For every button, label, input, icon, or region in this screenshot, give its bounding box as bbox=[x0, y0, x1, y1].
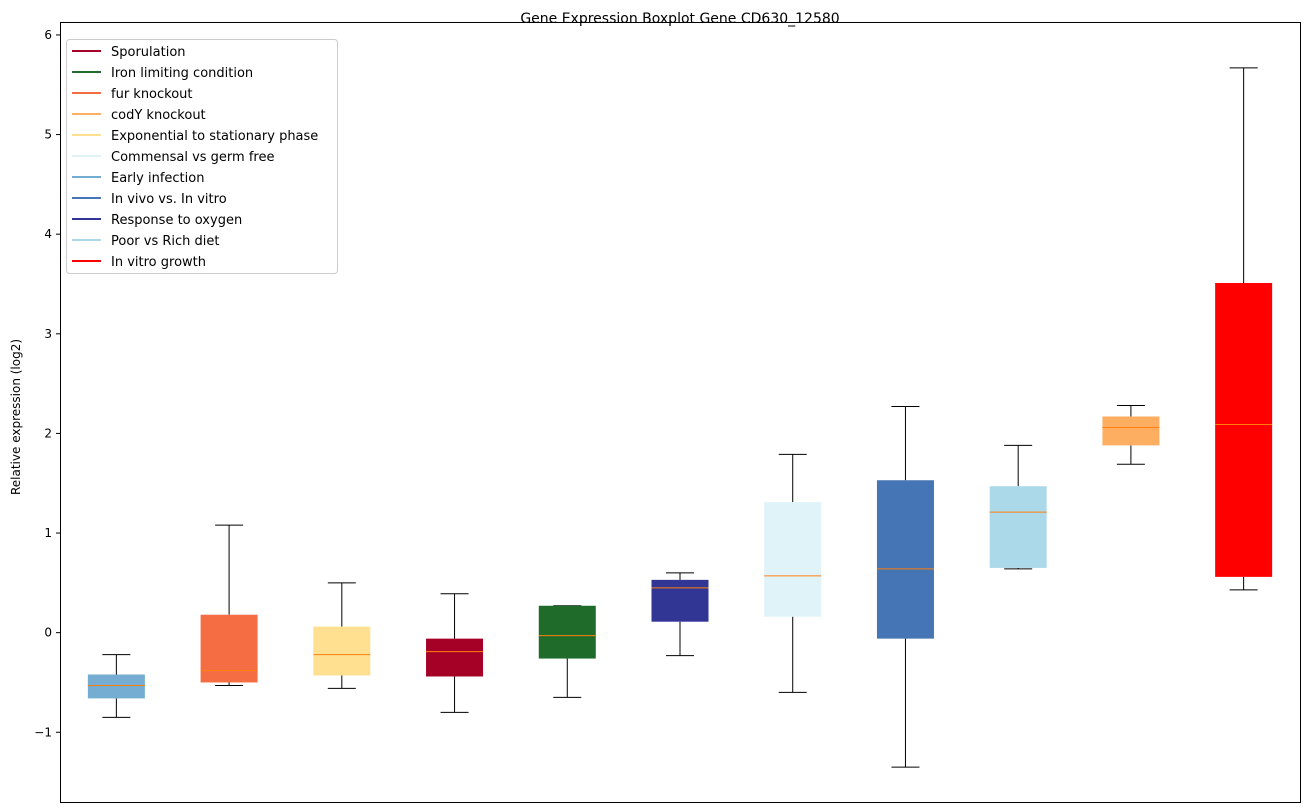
box-group bbox=[313, 582, 371, 689]
box-group bbox=[87, 654, 145, 718]
plot-frame bbox=[60, 22, 1301, 803]
box bbox=[200, 614, 258, 683]
box-group bbox=[426, 593, 484, 713]
y-tick-label: 4 bbox=[44, 227, 52, 241]
box bbox=[1102, 416, 1160, 446]
box-group bbox=[538, 605, 596, 698]
y-tick-label: −1 bbox=[34, 725, 52, 739]
box-group bbox=[1215, 67, 1273, 591]
box bbox=[313, 626, 371, 676]
box bbox=[1215, 282, 1273, 577]
legend-label: Early infection bbox=[111, 171, 204, 186]
legend-label: In vitro growth bbox=[111, 255, 206, 270]
y-tick-label: 3 bbox=[44, 327, 52, 341]
legend-label: codY knockout bbox=[111, 108, 206, 123]
legend-label: fur knockout bbox=[111, 87, 193, 102]
y-tick-label: 2 bbox=[44, 426, 52, 440]
box-group bbox=[200, 524, 258, 686]
legend-label: Sporulation bbox=[111, 45, 186, 60]
y-tick-label: 1 bbox=[44, 526, 52, 540]
y-axis-label: Relative expression (log2) bbox=[9, 339, 23, 495]
box-group bbox=[764, 453, 822, 693]
legend-label: In vivo vs. In vitro bbox=[111, 192, 227, 207]
legend-label: Response to oxygen bbox=[111, 213, 242, 228]
box bbox=[87, 674, 145, 699]
box bbox=[764, 502, 822, 617]
legend-label: Exponential to stationary phase bbox=[111, 129, 318, 144]
chart-title: Gene Expression Boxplot Gene CD630_12580 bbox=[520, 11, 839, 27]
box-group bbox=[989, 444, 1047, 570]
y-tick-label: 5 bbox=[44, 128, 52, 142]
box bbox=[651, 579, 709, 622]
box bbox=[876, 480, 934, 639]
legend-frame bbox=[66, 39, 338, 274]
box-group bbox=[651, 572, 709, 657]
box-group bbox=[1102, 405, 1160, 465]
box bbox=[426, 638, 484, 677]
legend: Sporulation Iron limiting condition fur kn… bbox=[66, 39, 338, 274]
legend-label: Iron limiting condition bbox=[111, 66, 253, 81]
box-group bbox=[876, 406, 934, 768]
box bbox=[989, 486, 1047, 568]
legend-label: Poor vs Rich diet bbox=[111, 234, 219, 249]
y-tick-label: 0 bbox=[44, 626, 52, 640]
box bbox=[538, 605, 596, 659]
legend-label: Commensal vs germ free bbox=[111, 150, 274, 165]
y-tick-label: 6 bbox=[44, 28, 52, 42]
